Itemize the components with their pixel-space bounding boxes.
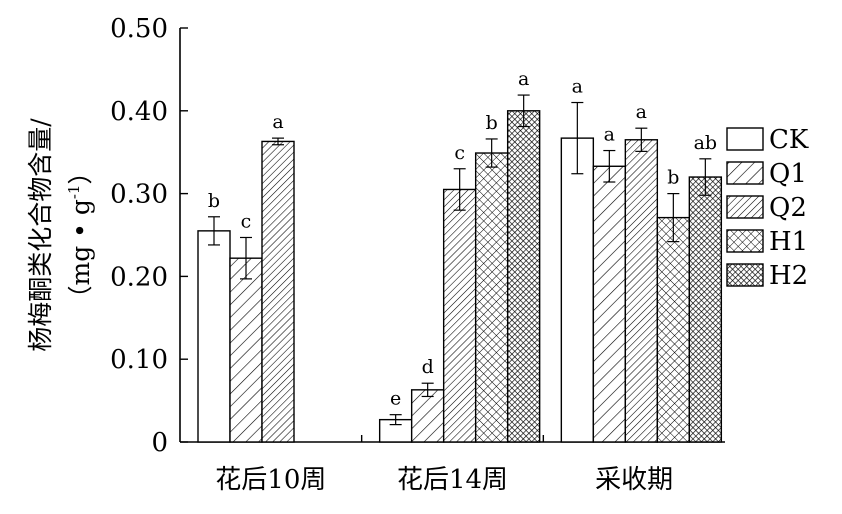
x-tick-label: 花后10周 (215, 465, 326, 495)
significance-letter: b (208, 190, 220, 212)
x-tick-label: 采收期 (595, 465, 673, 495)
significance-letter: a (572, 76, 583, 98)
bar (261, 140, 295, 443)
y-tick-label: 0.30 (110, 180, 168, 210)
legend-swatch (726, 263, 764, 287)
bar (506, 110, 541, 443)
y-axis-title-superscript: -1 (65, 185, 83, 200)
bar (688, 176, 723, 443)
significance-letter: d (422, 356, 434, 378)
legend-swatch (726, 195, 764, 219)
bar (656, 216, 691, 443)
bar (624, 139, 659, 443)
significance-letter: e (390, 388, 401, 410)
significance-letter: c (454, 142, 465, 164)
legend-label: Q1 (769, 159, 807, 189)
y-tick-label: 0.50 (110, 14, 168, 44)
y-tick-label: 0 (151, 428, 168, 458)
y-tick-label: 0.40 (110, 97, 168, 127)
bar (410, 389, 445, 443)
x-tick-label: 花后14周 (397, 465, 508, 495)
legend-swatch (726, 229, 764, 253)
significance-letter: ab (694, 132, 718, 154)
legend: CK Q1 Q2 H1 H2 (726, 125, 809, 291)
legend-label: Q2 (769, 193, 807, 223)
significance-letter: a (272, 111, 283, 133)
legend-swatch (726, 161, 764, 185)
axes: 0.50 0.40 0.30 0.20 0.10 0 花后10周 花后14周 采收期 (110, 14, 725, 495)
legend-swatch (726, 127, 764, 151)
legend-label: H2 (769, 261, 808, 291)
y-axis-title-unit: （mg • g (66, 199, 95, 310)
bar (442, 188, 477, 443)
y-tick-label: 0.20 (110, 262, 168, 292)
y-axis-title-line1: 杨梅酮类化合物含量/ (26, 118, 55, 352)
significance-letter: a (518, 68, 529, 90)
legend-label: CK (769, 125, 809, 155)
y-axis-title: 杨梅酮类化合物含量/ （mg • g-1） (26, 118, 95, 352)
bar (197, 230, 231, 443)
significance-letter: b (667, 167, 679, 189)
y-axis-title-close: ） (66, 160, 95, 185)
significance-letter: a (604, 124, 615, 146)
bar (592, 165, 627, 443)
y-tick-label: 0.10 (110, 345, 168, 375)
y-axis-title-line2: （mg • g-1） (65, 160, 95, 311)
significance-letter: c (241, 210, 252, 232)
bar (229, 257, 263, 443)
bar (560, 137, 595, 443)
significance-letter: a (636, 101, 647, 123)
legend-label: H1 (769, 227, 808, 257)
significance-letter: b (486, 112, 498, 134)
bar (474, 152, 509, 443)
